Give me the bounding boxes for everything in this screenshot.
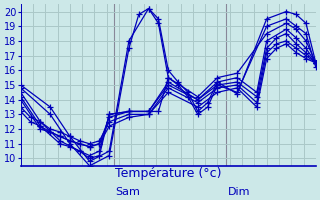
Text: Dim: Dim: [228, 187, 250, 197]
X-axis label: Température (°c): Température (°c): [115, 167, 221, 180]
Text: Sam: Sam: [116, 187, 140, 197]
